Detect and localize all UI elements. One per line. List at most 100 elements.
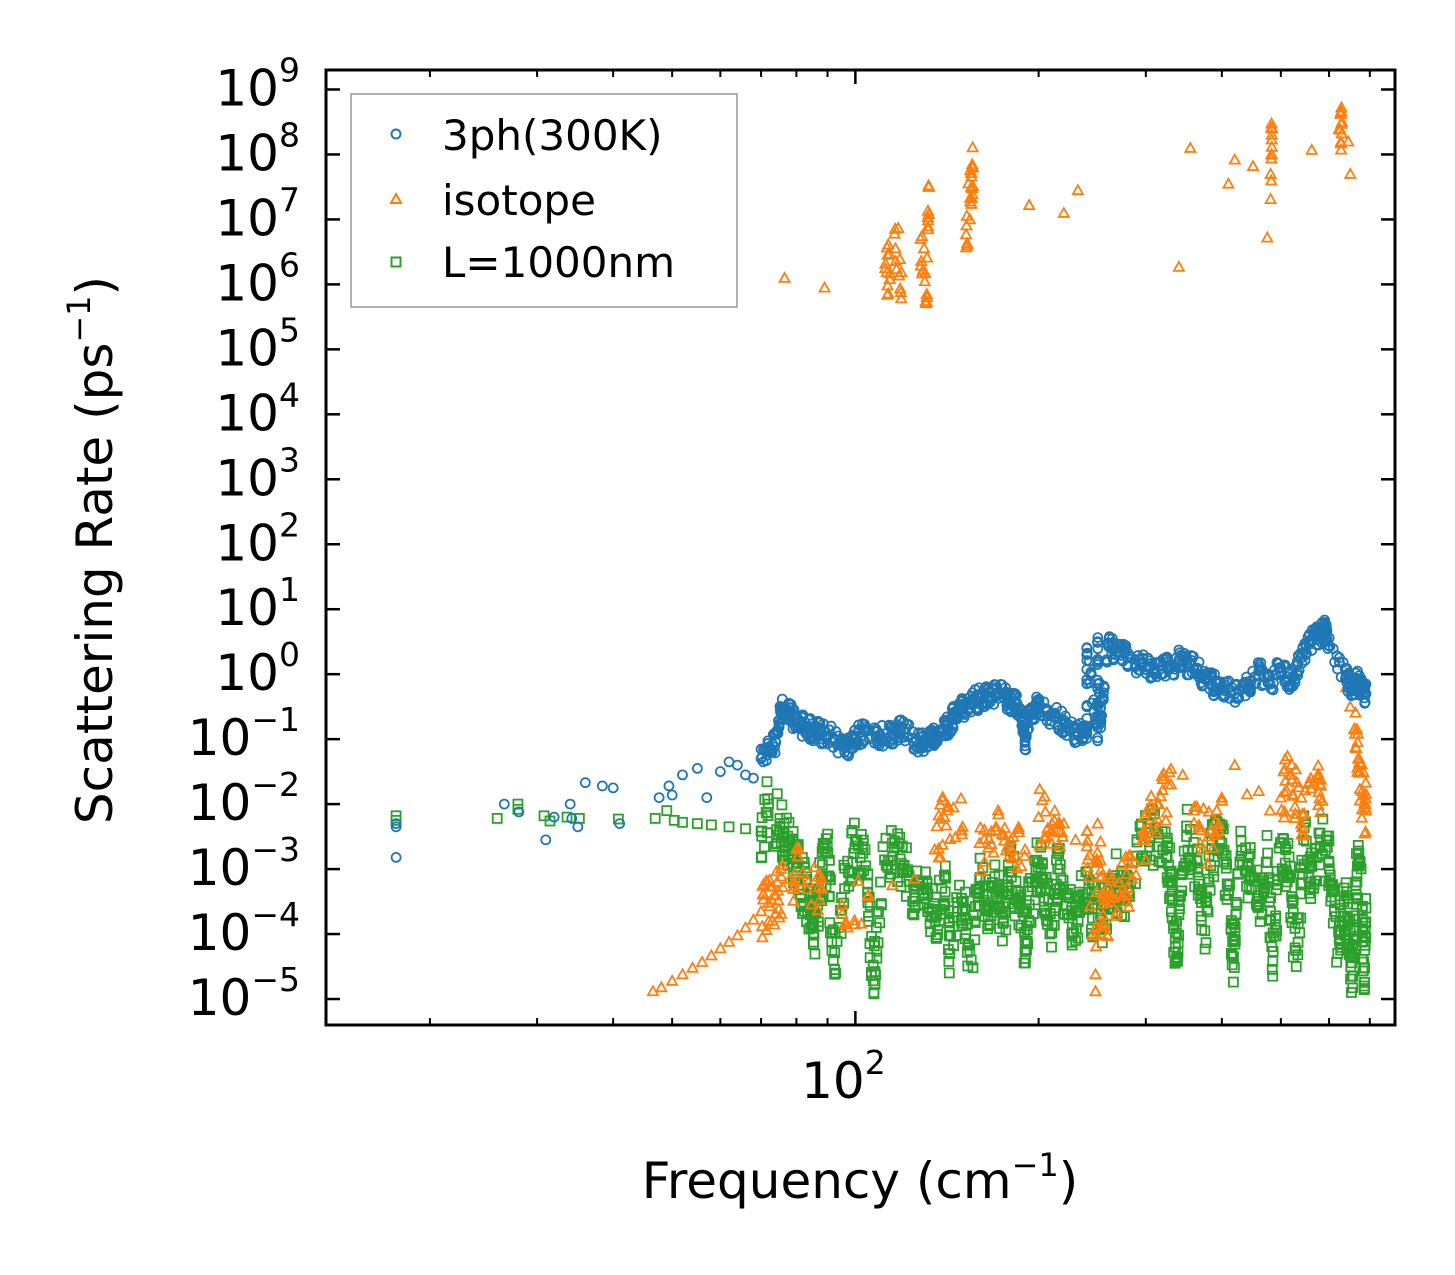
data-point [1053,848,1065,859]
data-point [1120,881,1135,894]
data-point [969,917,981,928]
data-point [1103,641,1115,653]
data-point [1098,687,1109,699]
data-point [714,766,726,778]
data-point [1324,874,1336,886]
data-point [967,910,979,921]
data-point [1004,842,1018,855]
data-point [1166,877,1178,889]
data-point [1069,832,1083,845]
data-point [1162,837,1173,849]
data-point [1315,794,1329,806]
data-point [1048,919,1060,931]
data-point [1183,141,1197,153]
data-point [829,964,841,976]
data-point [1342,912,1353,923]
data-point [1057,206,1071,218]
data-point [713,941,727,954]
data-point [981,840,995,853]
data-point [959,240,973,253]
data-point [964,945,976,956]
data-point [1228,758,1242,771]
data-point [943,967,955,979]
data-point [390,814,402,826]
data-point [1049,711,1061,723]
data-point [770,864,784,877]
y-tick-label: 100 [215,635,300,702]
data-point [1292,937,1304,948]
data-point [1092,735,1104,747]
data-point [920,882,932,894]
data-point [1202,804,1216,817]
data-point [1310,875,1321,887]
data-point [1359,976,1370,988]
data-point [695,955,709,967]
data-point [685,960,700,973]
data-point [1194,823,1208,836]
data-point [1144,789,1158,801]
data-point [1033,782,1047,795]
data-point [1356,788,1370,801]
data-point [1093,834,1108,847]
data-point [1333,122,1347,135]
data-point [811,903,825,916]
data-point [871,952,883,964]
data-point [1314,772,1328,785]
data-point [1206,672,1218,684]
data-point [901,842,912,854]
axis-ticks [326,70,1395,1025]
data-point [985,881,997,892]
data-point [1278,752,1292,765]
data-point [390,851,402,863]
data-point [1279,676,1291,688]
data-point [1263,872,1275,884]
data-point [1088,967,1103,980]
data-point [1005,851,1019,864]
data-point [663,780,675,792]
data-point [1220,850,1232,861]
data-point [1317,848,1328,860]
data-point [894,831,906,843]
data-point [941,799,955,812]
x-axis-label: Frequency (cm−1) [642,1146,1079,1210]
data-point [1228,919,1240,931]
legend-marker-l1000nm [390,256,402,268]
data-point [1154,789,1168,802]
data-point [1173,909,1185,920]
data-point [1082,870,1096,883]
data-point [1282,838,1294,849]
data-point [1241,859,1253,871]
data-point [1168,660,1180,672]
data-point [1097,919,1111,932]
data-point [818,280,832,293]
data-point [1208,871,1220,883]
data-point [1299,654,1311,666]
data-point [1360,893,1372,904]
data-point [1295,827,1309,840]
data-point [978,854,992,867]
data-point [1267,684,1279,696]
y-tick-label: 109 [215,50,300,117]
data-point [1277,866,1289,878]
data-point [1110,905,1124,917]
legend: 3ph(300K) isotope L=1000nm [350,93,738,308]
data-point [1199,925,1211,937]
data-point [776,799,788,811]
data-point [1081,860,1095,873]
x-tick-labels: 102 [801,1043,886,1110]
data-point [901,718,913,730]
data-point [1071,183,1085,196]
data-point [893,728,904,740]
data-point [823,890,835,902]
data-point [1305,893,1317,904]
data-point [966,140,980,153]
data-point [1093,870,1107,883]
data-point [894,291,908,304]
data-point [1195,914,1207,926]
data-point [1184,855,1196,867]
data-point [723,821,735,833]
data-point [985,910,997,922]
y-tick-label: 10−5 [188,960,300,1027]
data-point [1160,805,1174,818]
data-point [862,897,874,908]
